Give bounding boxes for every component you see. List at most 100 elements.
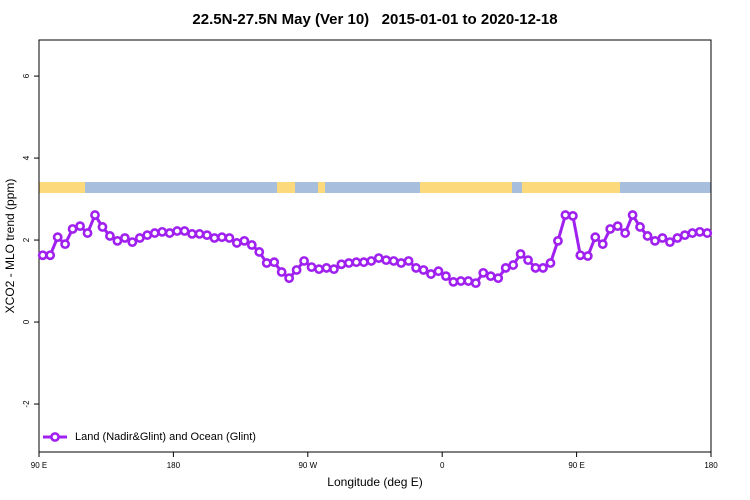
x-axis-label: Longitude (deg E): [327, 475, 422, 489]
point: [217, 232, 227, 243]
point: [411, 263, 421, 273]
point: [441, 271, 451, 282]
point: [45, 250, 56, 261]
point: [679, 230, 690, 241]
point: [291, 265, 302, 275]
point: [396, 258, 407, 268]
point: [52, 232, 63, 243]
point: [388, 256, 399, 266]
legend-label: Land (Nadir&Glint) and Ocean (Glint): [75, 431, 256, 443]
plot-frame: [38, 39, 712, 453]
y-tick-label: 2: [22, 237, 31, 242]
point: [239, 235, 250, 246]
point: [269, 257, 280, 268]
point: [254, 247, 265, 257]
y-tick-label: 6: [22, 73, 31, 78]
point: [694, 226, 705, 237]
point: [202, 230, 212, 241]
point: [321, 263, 332, 273]
point: [37, 250, 48, 261]
x-tick-label: 180: [704, 461, 718, 470]
point: [605, 224, 616, 234]
point: [164, 228, 175, 238]
point: [127, 237, 138, 248]
point: [358, 257, 369, 268]
point: [187, 229, 197, 239]
point: [284, 273, 295, 284]
x-tick-label: 0: [440, 461, 445, 470]
point: [306, 262, 317, 273]
point: [575, 250, 586, 261]
point: [90, 210, 100, 220]
point: [523, 255, 533, 266]
point: [60, 239, 71, 250]
point: [224, 233, 235, 243]
point: [179, 226, 190, 236]
point: [75, 221, 85, 232]
point: [665, 237, 675, 248]
map-strip: [39, 182, 711, 193]
point: [112, 235, 123, 246]
point: [134, 233, 145, 243]
point: [276, 267, 287, 277]
point: [478, 267, 489, 278]
point: [119, 233, 130, 243]
point: [657, 233, 668, 243]
point: [448, 276, 459, 287]
x-tick-label: 180: [167, 461, 181, 470]
point: [455, 276, 466, 286]
point: [515, 249, 526, 259]
y-tick-label: 4: [22, 155, 31, 160]
point: [612, 221, 623, 232]
point: [620, 228, 631, 238]
point: [635, 222, 645, 232]
point: [403, 256, 414, 266]
point: [463, 276, 474, 286]
point: [418, 265, 429, 275]
point: [545, 258, 556, 268]
point: [336, 259, 347, 270]
point: [433, 266, 444, 277]
point: [560, 210, 571, 220]
point: [329, 264, 339, 275]
point: [194, 229, 205, 239]
point: [351, 257, 362, 268]
y-axis-label: XCO2 - MLO trend (ppm): [3, 179, 17, 314]
point: [590, 232, 601, 243]
point: [172, 226, 183, 236]
point: [500, 263, 511, 273]
point: [343, 258, 354, 268]
point: [650, 235, 660, 246]
point: [426, 269, 436, 279]
point: [105, 231, 115, 241]
point: [485, 271, 496, 282]
point: [627, 210, 638, 220]
point: [246, 240, 257, 250]
point: [702, 228, 713, 238]
chart-title: 22.5N-27.5N May (Ver 10) 2015-01-01 to 2…: [192, 11, 557, 28]
point: [381, 255, 392, 266]
point: [157, 226, 168, 237]
point: [582, 251, 593, 261]
legend-marker: [50, 432, 60, 442]
point: [470, 278, 481, 289]
point: [97, 222, 108, 232]
point: [261, 258, 272, 268]
point: [597, 239, 608, 250]
point: [687, 228, 698, 238]
point: [67, 224, 78, 234]
point: [672, 233, 683, 243]
point: [82, 228, 93, 238]
point: [373, 253, 384, 263]
x-tick-label: 90 E: [568, 461, 584, 470]
point: [530, 263, 541, 273]
y-tick-label: -2: [22, 400, 31, 408]
y-tick-label: 0: [22, 319, 31, 324]
point: [209, 233, 220, 243]
point: [149, 228, 160, 238]
point: [493, 273, 504, 284]
point: [366, 256, 377, 266]
point: [299, 256, 309, 266]
point: [538, 263, 548, 273]
